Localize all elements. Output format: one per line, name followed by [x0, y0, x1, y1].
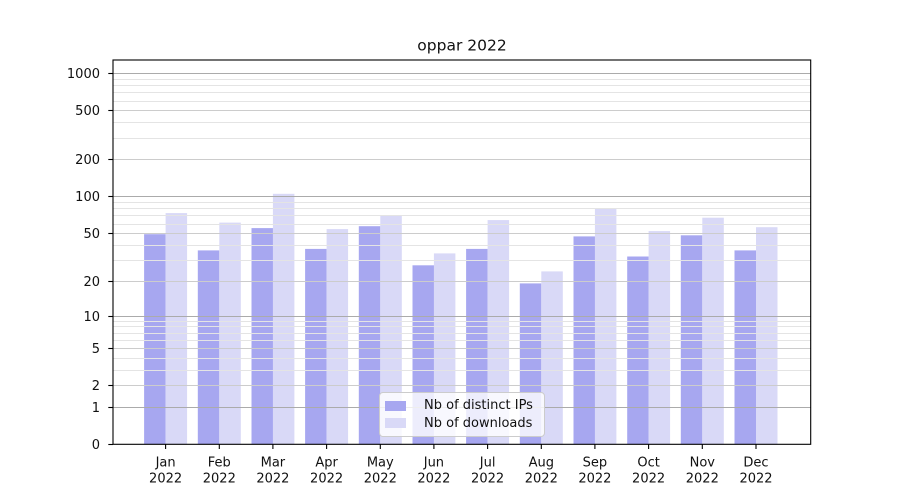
legend-swatch-distinct-ips [385, 400, 406, 411]
x-tick-label-oct-year: 2022 [632, 472, 665, 487]
x-tick-label-feb: Feb [208, 456, 231, 471]
axes-layer: 01251020501002005001000Jan2022Feb2022Mar… [67, 59, 812, 487]
y-tick-label-100: 100 [75, 190, 100, 205]
y-tick-label-0: 0 [92, 438, 100, 453]
y-tick-label-1: 1 [92, 401, 100, 416]
y-tick-label-5: 5 [92, 342, 100, 357]
x-tick-label-sep: Sep [583, 456, 608, 471]
legend-label-downloads: Nb of downloads [424, 415, 533, 431]
bar-jan-2022-s0 [144, 234, 166, 445]
y-tick-label-20: 20 [83, 275, 100, 290]
bar-oct-2022-s1 [648, 231, 671, 445]
bar-dec-2022-s1 [756, 227, 778, 445]
x-tick-label-nov: Nov [690, 456, 716, 471]
bar-aug-2022-s1 [541, 271, 563, 445]
x-tick-label-aug: Aug [529, 456, 554, 471]
x-tick-label-nov-year: 2022 [686, 472, 719, 487]
bar-apr-2022-s0 [305, 248, 327, 445]
y-tick-label-200: 200 [75, 153, 100, 168]
bar-oct-2022-s0 [627, 256, 649, 445]
bar-may-2022-s0 [358, 226, 381, 445]
chart-title: oppar 2022 [417, 37, 506, 55]
plot-border [112, 59, 812, 445]
bar-dec-2022-s0 [734, 250, 756, 445]
x-tick-label-jan: Jan [155, 456, 176, 471]
bar-feb-2022-s0 [197, 250, 220, 445]
bar-nov-2022-s1 [702, 217, 724, 445]
bar-apr-2022-s1 [326, 229, 349, 445]
x-tick-label-jun: Jun [423, 456, 444, 471]
x-tick-label-may: May [367, 456, 394, 471]
y-tick-label-1000: 1000 [67, 67, 100, 82]
x-tick-label-dec: Dec [743, 456, 768, 471]
y-tick-label-10: 10 [83, 310, 100, 325]
legend-item-downloads: Nb of downloads [385, 415, 536, 432]
bar-jul-2022-s1 [487, 220, 510, 445]
x-tick-label-aug-year: 2022 [525, 472, 558, 487]
x-tick-label-apr: Apr [315, 456, 338, 471]
bar-nov-2022-s0 [680, 235, 703, 445]
y-tick-label-2: 2 [92, 379, 100, 394]
legend-swatch-downloads [385, 418, 406, 429]
bar-may-2022-s1 [380, 215, 402, 445]
bar-mar-2022-s0 [251, 228, 273, 445]
legend-label-distinct-ips: Nb of distinct IPs [424, 398, 533, 414]
x-tick-label-apr-year: 2022 [310, 472, 343, 487]
y-tick-label-50: 50 [83, 227, 100, 242]
x-tick-label-oct: Oct [637, 456, 659, 471]
x-tick-label-jan-year: 2022 [149, 472, 182, 487]
x-tick-label-may-year: 2022 [364, 472, 397, 487]
x-tick-label-jun-year: 2022 [417, 472, 450, 487]
x-tick-label-feb-year: 2022 [203, 472, 236, 487]
bar-jan-2022-s1 [165, 213, 188, 445]
x-tick-label-jul: Jul [479, 456, 496, 471]
y-tick-label-500: 500 [75, 104, 100, 119]
x-tick-label-mar-year: 2022 [256, 472, 289, 487]
legend-item-distinct-ips: Nb of distinct IPs [385, 397, 536, 414]
x-tick-label-jul-year: 2022 [471, 472, 504, 487]
x-tick-label-dec-year: 2022 [739, 472, 772, 487]
gridlines-layer [113, 73, 811, 408]
bar-mar-2022-s1 [272, 193, 295, 445]
legend: Nb of distinct IPs Nb of downloads [379, 392, 545, 437]
x-tick-label-sep-year: 2022 [578, 472, 611, 487]
x-tick-label-mar: Mar [261, 456, 286, 471]
